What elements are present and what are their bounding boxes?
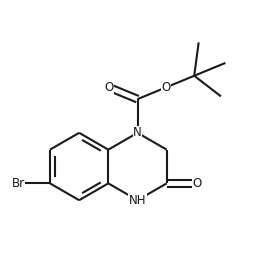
Text: NH: NH [129,194,146,207]
Text: O: O [192,177,202,190]
Text: Br: Br [11,177,25,190]
Text: O: O [162,81,171,94]
Text: O: O [104,81,113,94]
Text: N: N [133,126,142,139]
